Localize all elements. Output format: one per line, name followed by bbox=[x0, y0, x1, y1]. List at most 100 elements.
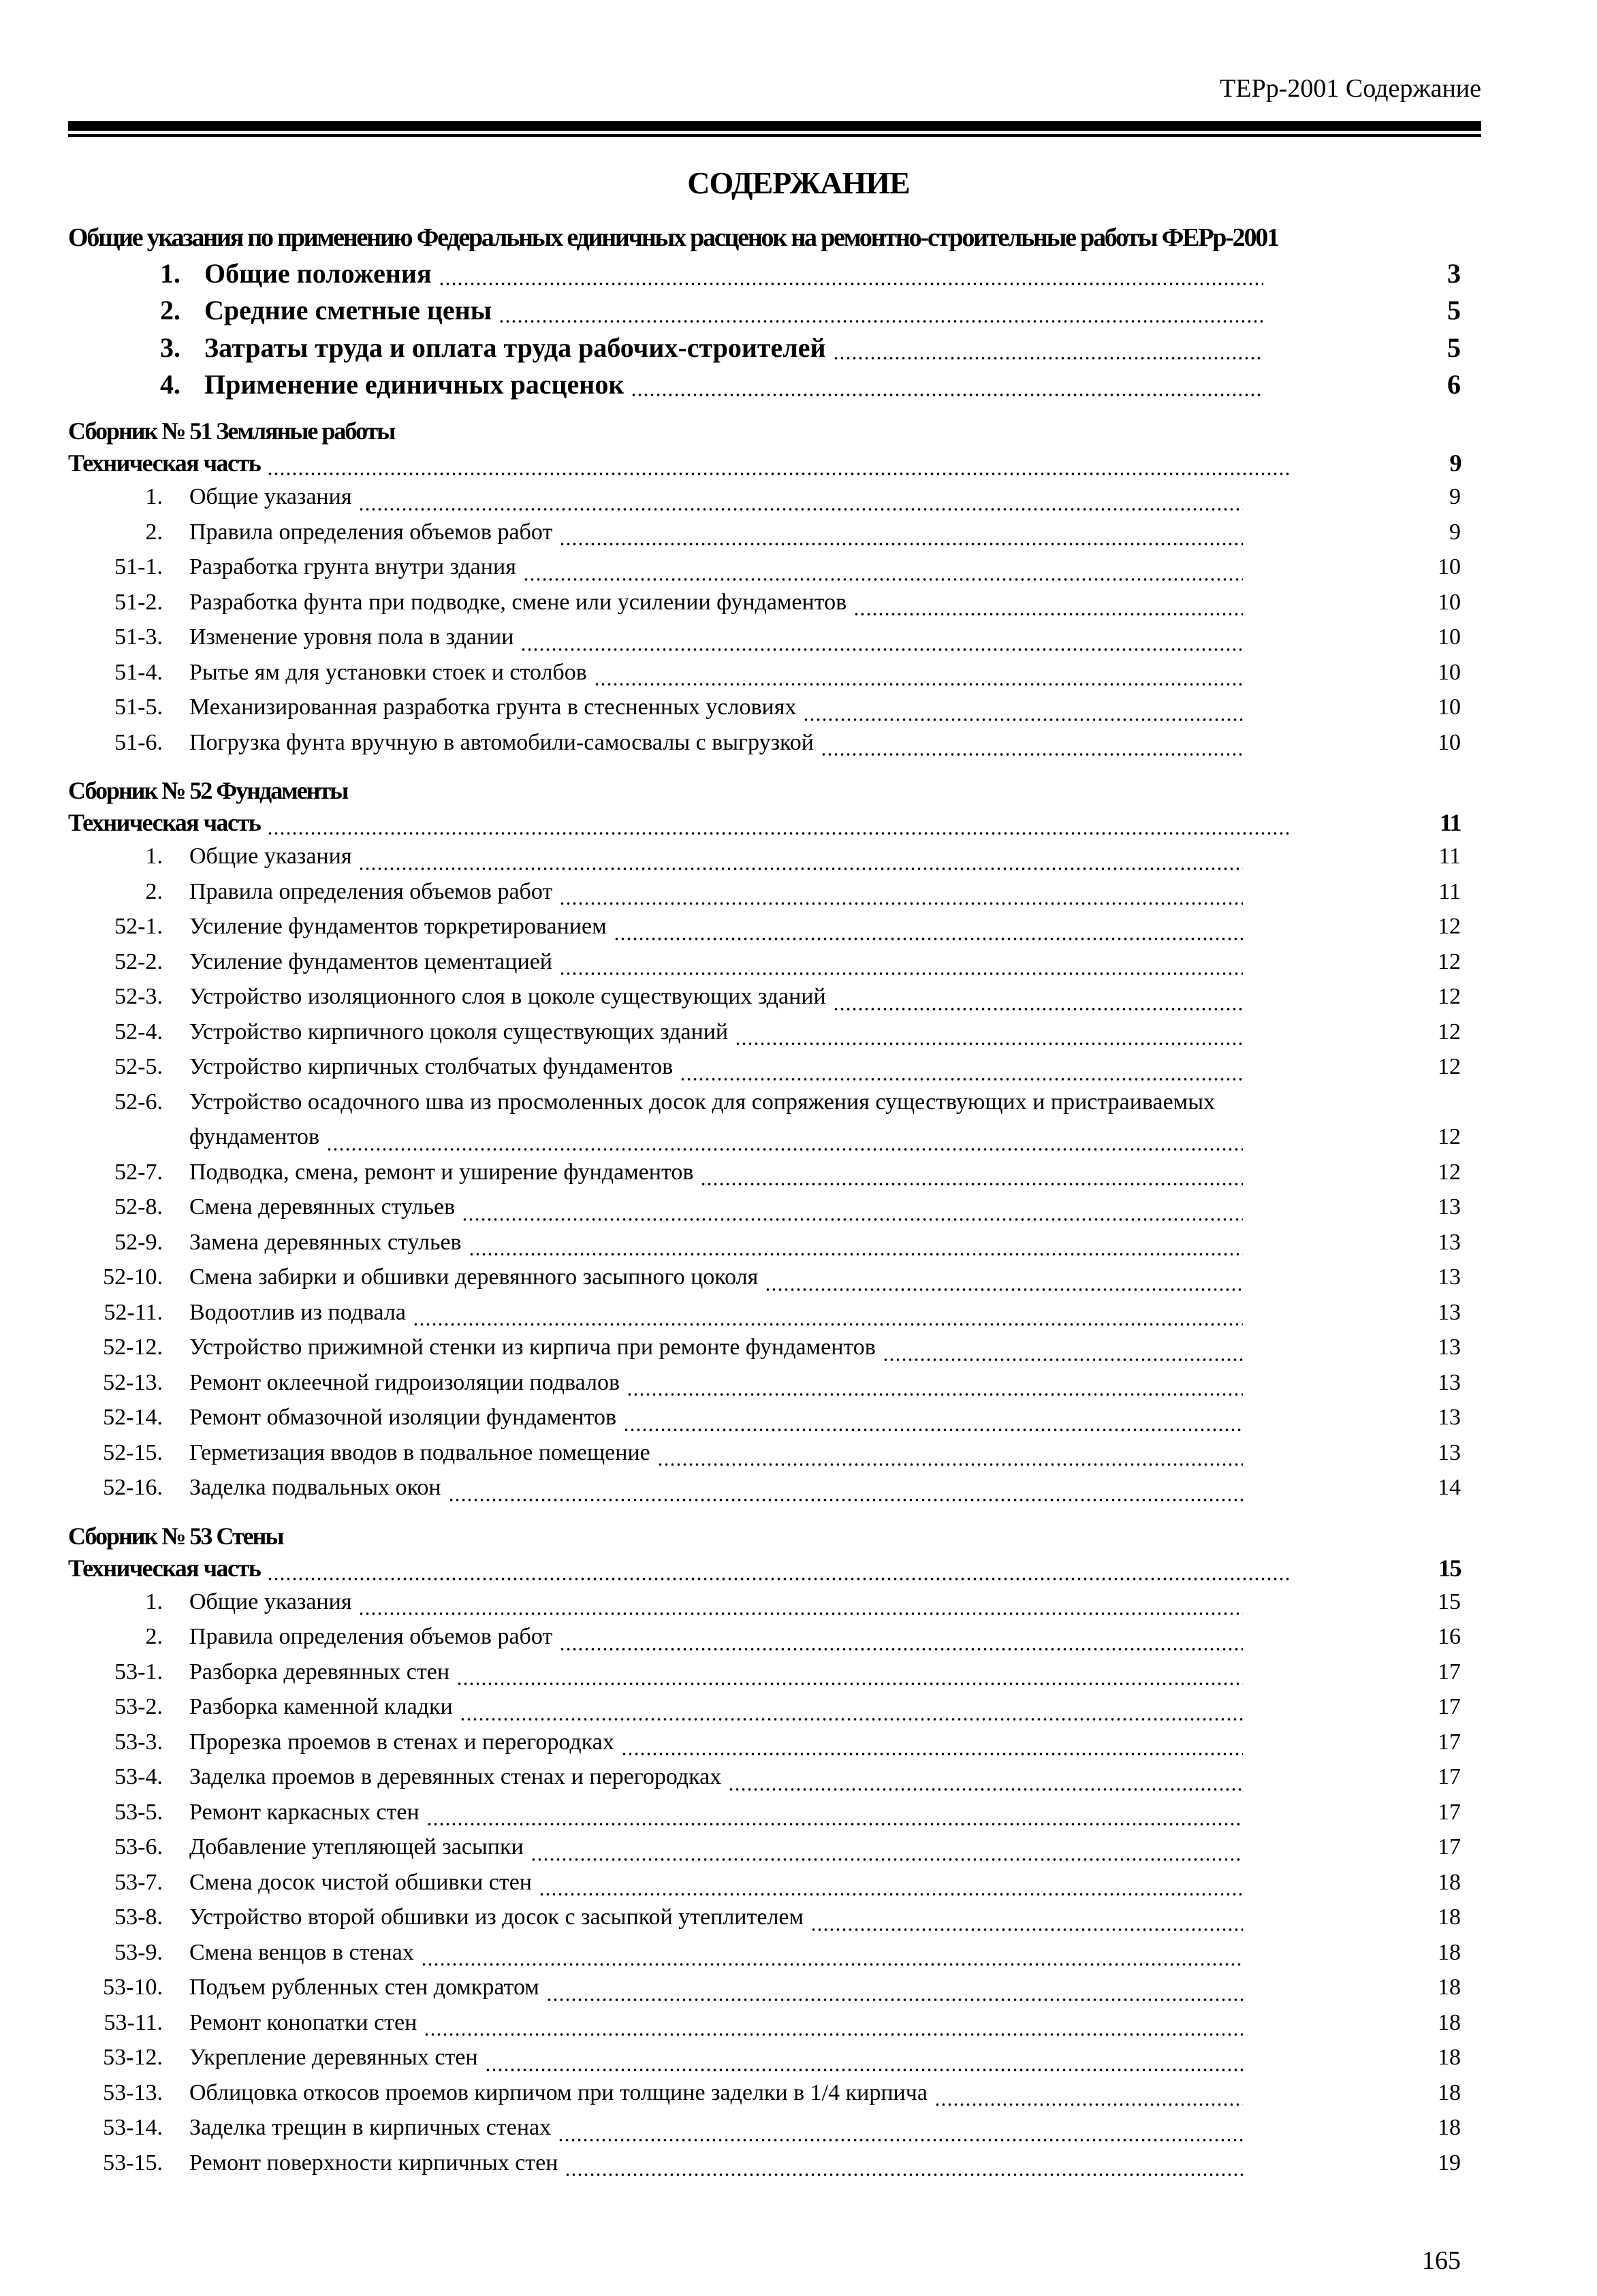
toc-entry[interactable]: 1. Общие положения 3 bbox=[68, 257, 1461, 294]
toc-entry[interactable]: 52-16. Заделка подвальных окон 14 bbox=[68, 1475, 1461, 1510]
entry-page: 14 bbox=[1438, 1475, 1461, 1501]
dot-leader bbox=[623, 1427, 1243, 1432]
entry-number: 2. bbox=[145, 878, 163, 904]
entry-page: 12 bbox=[1438, 1159, 1461, 1185]
toc-entry[interactable]: 1. Общие указания 15 bbox=[68, 1589, 1461, 1625]
dot-leader bbox=[484, 2067, 1243, 2072]
entry-number: 2. bbox=[160, 295, 180, 326]
toc-entry[interactable]: 51-5. Механизированная разработка грунта … bbox=[68, 695, 1461, 730]
toc-entry[interactable]: 52-11. Водоотлив из подвала 13 bbox=[68, 1300, 1461, 1335]
toc-entry[interactable]: 52-2. Усиление фундаментов цементацией 12 bbox=[68, 949, 1461, 985]
toc-entry[interactable]: 52-15. Герметизация вводов в подвальное п… bbox=[68, 1440, 1461, 1476]
entry-number: 2. bbox=[145, 1624, 163, 1650]
entry-number: 52-1. bbox=[114, 914, 163, 940]
toc-entry[interactable]: 3. Затраты труда и оплата труда рабочих-с… bbox=[68, 332, 1461, 368]
entry-page: 13 bbox=[1438, 1439, 1461, 1465]
toc-entry[interactable]: 53-2. Разборка каменной кладки 17 bbox=[68, 1694, 1461, 1729]
dot-leader bbox=[565, 2173, 1243, 2178]
section-heading[interactable]: Сборник № 51 Земляные работы bbox=[68, 417, 396, 445]
section-heading[interactable]: Сборник № 52 Фундаменты bbox=[68, 777, 349, 805]
toc-entry[interactable]: 4. Применение единичных расценок 6 bbox=[68, 368, 1461, 405]
toc-entry[interactable]: 53-15. Ремонт поверхности кирпичных стен 1… bbox=[68, 2150, 1461, 2186]
dot-leader bbox=[853, 612, 1243, 617]
toc-entry[interactable]: 53-14. Заделка трещин в кирпичных стенах 1… bbox=[68, 2115, 1461, 2150]
entry-number: 1. bbox=[145, 1589, 163, 1614]
toc-entry[interactable]: 52-12. Устройство прижимной стенки из кир… bbox=[68, 1335, 1461, 1370]
toc-entry[interactable]: 53-12. Укрепление деревянных стен 18 bbox=[68, 2045, 1461, 2080]
entry-title: Устройство осадочного шва из просмоленны… bbox=[189, 1089, 1216, 1115]
entry-title: Подводка, смена, ремонт и уширение фунда… bbox=[189, 1159, 694, 1185]
sections: Сборник № 51 Земляные работы Техническая … bbox=[68, 411, 1462, 2186]
entry-page: 18 bbox=[1438, 2045, 1461, 2071]
toc-entry[interactable]: 53-4. Заделка проемов в деревянных стенах… bbox=[68, 1764, 1461, 1800]
toc-entry[interactable]: 53-13. Облицовка откосов проемов кирпичом… bbox=[68, 2080, 1461, 2116]
toc-entry[interactable]: 53-10. Подъем рубленных стен домкратом 18 bbox=[68, 1975, 1461, 2010]
entry-number: 52-9. bbox=[114, 1229, 163, 1255]
entry-number: 53-2. bbox=[114, 1694, 163, 1720]
toc-entry[interactable]: 52-7. Подводка, смена, ремонт и уширение … bbox=[68, 1160, 1461, 1195]
toc-entry[interactable]: 51-2. Разработка фунта при подводке, смен… bbox=[68, 590, 1461, 625]
entry-title: Облицовка откосов проемов кирпичом при т… bbox=[189, 2079, 928, 2105]
technical-part-entry[interactable]: Техническая часть 9 bbox=[68, 449, 1462, 484]
toc-entry[interactable]: 52-6. Устройство осадочного шва из просмо… bbox=[68, 1089, 1461, 1125]
toc-entry[interactable]: 2. Правила определения объемов работ 16 bbox=[68, 1624, 1461, 1659]
toc-entry[interactable]: 53-7. Смена досок чистой обшивки стен 18 bbox=[68, 1870, 1461, 1905]
toc-entry[interactable]: 1. Общие указания 9 bbox=[68, 484, 1461, 520]
technical-part-entry[interactable]: Техническая часть 15 bbox=[68, 1554, 1462, 1589]
dot-leader bbox=[728, 1787, 1243, 1791]
toc-entry[interactable]: 2. Правила определения объемов работ 9 bbox=[68, 520, 1461, 555]
toc-entry[interactable]: 1. Общие указания 11 bbox=[68, 844, 1461, 879]
toc-entry[interactable]: 52-1. Усиление фундаментов торкретировани… bbox=[68, 914, 1461, 949]
entry-page: 12 bbox=[1438, 948, 1461, 974]
entry-number: 52-12. bbox=[103, 1335, 163, 1360]
entry-number: 52-16. bbox=[103, 1475, 163, 1501]
section-heading[interactable]: Сборник № 53 Стены bbox=[68, 1522, 284, 1550]
toc-entry[interactable]: 53-3. Прорезка проемов в стенах и перегор… bbox=[68, 1729, 1461, 1765]
dot-leader bbox=[468, 1252, 1243, 1257]
entry-number: 53-1. bbox=[114, 1659, 163, 1685]
entry-title: Ремонт обмазочной изоляции фундаментов bbox=[189, 1405, 617, 1431]
entry-number: 52-5. bbox=[114, 1054, 163, 1080]
toc-entry[interactable]: 51-6. Погрузка фунта вручную в автомобили… bbox=[68, 730, 1461, 765]
entry-number: 53-8. bbox=[114, 1904, 163, 1930]
toc-entry[interactable]: 53-1. Разборка деревянных стен 17 bbox=[68, 1659, 1461, 1695]
entry-page: 3 bbox=[1447, 258, 1461, 289]
toc-entry[interactable]: 52-10. Смена забирки и обшивки деревянног… bbox=[68, 1264, 1461, 1300]
entry-page: 13 bbox=[1438, 1405, 1461, 1431]
entry-number: 53-6. bbox=[114, 1834, 163, 1860]
toc-entry[interactable]: 52-3. Устройство изоляционного слоя в цок… bbox=[68, 984, 1461, 1019]
toc-entry[interactable]: 51-3. Изменение уровня пола в здании 10 bbox=[68, 624, 1461, 660]
entry-number: 52-2. bbox=[114, 948, 163, 974]
dot-leader bbox=[558, 2137, 1243, 2142]
entry-page: 5 bbox=[1447, 295, 1461, 326]
entry-title: Подъем рубленных стен домкратом bbox=[189, 1975, 539, 2000]
toc-entry-continuation[interactable]: фундаментов 12 bbox=[68, 1124, 1461, 1160]
entry-number: 53-11. bbox=[104, 2009, 163, 2035]
entry-number: 52-4. bbox=[114, 1019, 163, 1045]
dot-leader bbox=[358, 507, 1243, 511]
toc-entry[interactable]: 52-14. Ремонт обмазочной изоляции фундаме… bbox=[68, 1405, 1461, 1440]
toc-entry[interactable]: 2. Средние сметные цены 5 bbox=[68, 294, 1461, 331]
toc-entry[interactable]: 53-9. Смена венцов в стенах 18 bbox=[68, 1940, 1461, 1975]
toc-entry[interactable]: 53-6. Добавление утепляющей засыпки 17 bbox=[68, 1834, 1461, 1870]
entry-number: 52-14. bbox=[103, 1405, 163, 1431]
toc-entry[interactable]: 51-1. Разработка грунта внутри здания 10 bbox=[68, 554, 1461, 590]
technical-part-entry[interactable]: Техническая часть 11 bbox=[68, 808, 1462, 844]
toc-entry[interactable]: 52-9. Замена деревянных стульев 13 bbox=[68, 1230, 1461, 1265]
dot-leader bbox=[803, 717, 1243, 722]
entry-page: 12 bbox=[1438, 1124, 1461, 1150]
toc-entry[interactable]: 53-8. Устройство второй обшивки из досок … bbox=[68, 1904, 1461, 1940]
entry-title: Общие указания bbox=[189, 1589, 352, 1614]
general-heading[interactable]: Общие указания по применению Федеральных… bbox=[68, 223, 1280, 252]
toc-entry[interactable]: 2. Правила определения объемов работ 11 bbox=[68, 879, 1461, 914]
toc-entry[interactable]: 51-4. Рытье ям для установки стоек и стол… bbox=[68, 660, 1461, 695]
entry-title: Ремонт оклеечной гидроизоляции подвалов bbox=[189, 1369, 620, 1395]
dot-leader bbox=[447, 1497, 1243, 1502]
toc-entry[interactable]: 52-5. Устройство кирпичных столбчатых фун… bbox=[68, 1054, 1461, 1089]
toc-entry[interactable]: 52-13. Ремонт оклеечной гидроизоляции под… bbox=[68, 1370, 1461, 1405]
toc-entry[interactable]: 53-11. Ремонт конопатки стен 18 bbox=[68, 2010, 1461, 2045]
toc-entry[interactable]: 53-5. Ремонт каркасных стен 17 bbox=[68, 1800, 1461, 1835]
toc-entry[interactable]: 52-8. Смена деревянных стульев 13 bbox=[68, 1194, 1461, 1230]
entry-page: 13 bbox=[1438, 1229, 1461, 1255]
toc-entry[interactable]: 52-4. Устройство кирпичного цоколя сущест… bbox=[68, 1019, 1461, 1055]
